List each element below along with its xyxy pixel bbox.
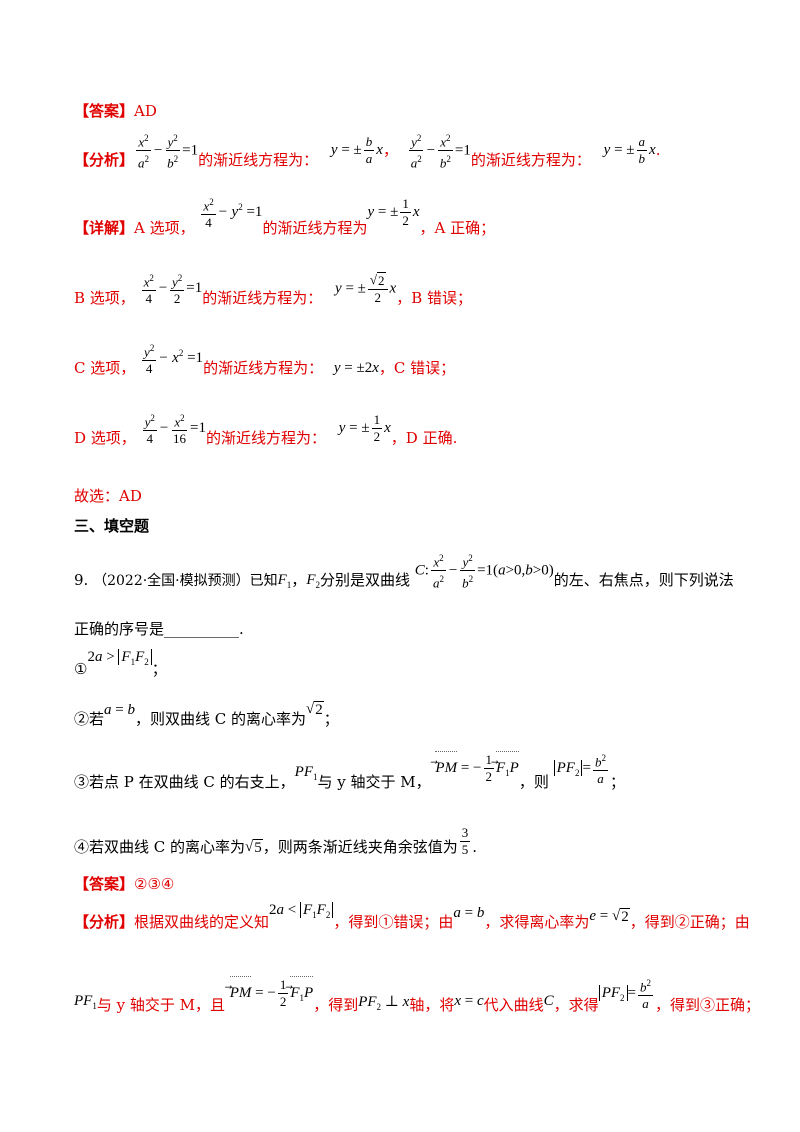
asymptote-formula-2: y = ± a b x [603,134,656,167]
q9-item-1: ①2a > F1F2； [74,649,167,678]
option-b-asymptote: y = ± √ 2 2 x [335,271,397,305]
q9-hyperbola-formula: C: x2 a2− y2 b2 =1(a>0,b>0) [415,550,554,592]
vector-relation: PM = −12F1P [435,751,519,785]
q9-stem-line1: 9. （2022·全国·模拟预测）已知F1，F2分别是双曲线 C: x2 a2− y2… [74,550,740,592]
q9-analysis-line1: 【分析】根据双曲线的定义知2a < F1F2 ，得到①错误；由a = b，求得离心… [74,902,750,931]
detail-label: 【详解】 [74,218,135,237]
option-a-asymptote: y = ±1 2 x [367,196,420,229]
q8-detail-b: B 选项， x2 4− y2 2 =1 的渐近线方程为： y = ± √ 2 2 x，B 错误； [74,270,473,307]
q9-item-3: ③若点 P 在双曲线 C 的右支上，PF1与 y 轴交于 M， PM = −12… [74,750,740,791]
q9-answer-line: 【答案】②③④ [74,875,175,893]
q9-stem-line2: 正确的序号是__________. [74,620,244,638]
option-c-asymptote: y = ±2x [333,360,379,377]
asymptote-formula-1: y = ± b a x [330,134,383,167]
q8-analysis-line: 【分析】 x2 a2− y2 b2 =1 的渐近线方程为： y = ± b a x， y2 a2… [74,130,740,172]
hyperbola-x-formula: x2 a2− y2 b2 =1 [134,130,198,172]
q8-detail-a: 【详解】A 选项， x2 4− y2 =1 的渐近线方程为y = ±1 2 x，A 正… [74,196,740,237]
hyperbola-y-formula: y2 a2− x2 b2 =1 [407,130,471,172]
option-c-formula: y2 4− x2 =1 [140,340,203,377]
option-d-asymptote: y = ±1 2 x [338,412,391,445]
analysis-label: 【分析】 [74,150,135,169]
q8-answer-line: 【答案】AD [74,100,740,121]
option-b-formula: x2 4− y2 2 =1 [140,270,202,307]
q9-analysis-line2: PF1与 y 轴交于 M，且 PM = −12F1P，得到PF2 ⊥ x轴，将x… [74,975,760,1014]
answer-label: 【答案】 [74,102,135,120]
q8-conclusion: 故选：AD [74,487,142,505]
q9-item-2: ②若a = b，则双曲线 C 的离心率为√ 2； [74,701,339,728]
q8-detail-c: C 选项， y2 4− x2 =1 的渐近线方程为： y = ±2x，C 错误； [74,340,740,377]
q9-number: 9. [74,570,89,589]
option-d-formula: y2 4− x2 16 =1 [141,410,206,447]
q8-detail-d: D 选项， y2 4− x2 16 =1 的渐近线方程为： y = ±1 2 x，D 正确. [74,410,740,447]
q9-item-4: ④若双曲线 C 的离心率为√ 5 ，则两条渐近线夹角余弦值为 3 5. [74,825,478,857]
answer-value: AD [134,102,157,120]
option-a-formula: x2 4− y2 =1 [199,194,262,231]
section-title: 三、填空题 [74,517,150,535]
